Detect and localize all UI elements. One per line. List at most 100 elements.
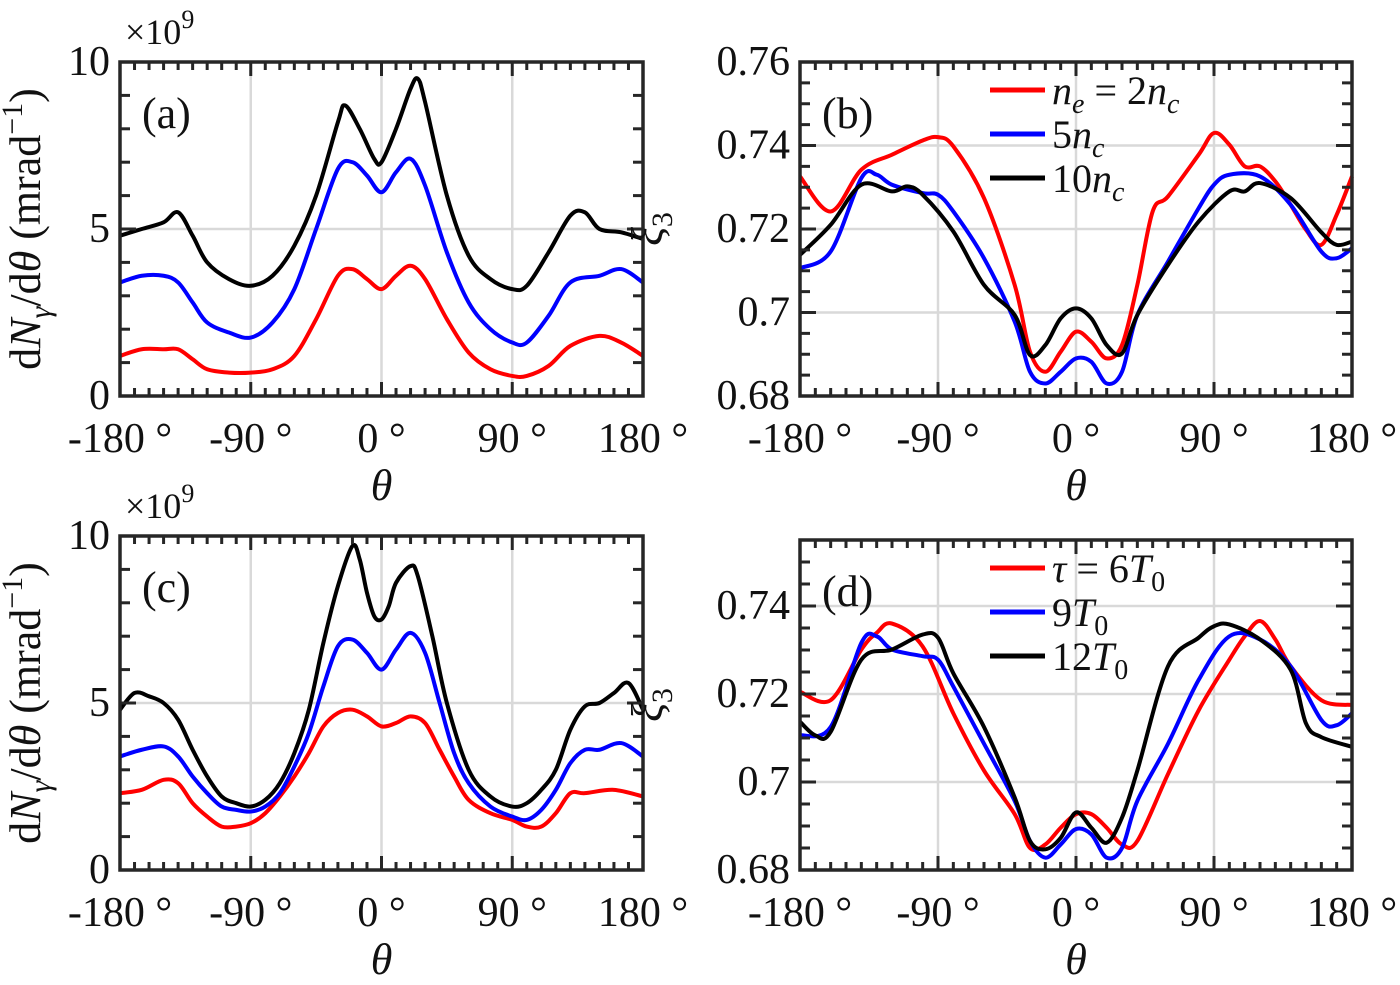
y-tick-label: 0.7 xyxy=(738,290,791,336)
x-tick-label: 90 ° xyxy=(478,416,547,462)
legend-text-part: e xyxy=(1072,89,1084,120)
y-axis-label: dNγ/dθ (mrad−1) xyxy=(0,562,57,844)
series-line-0 xyxy=(119,707,644,830)
axes-frame xyxy=(118,60,645,398)
series-line-0 xyxy=(799,618,1353,853)
legend-text-part: n xyxy=(1147,68,1167,113)
legend-text-part: T xyxy=(1072,590,1097,635)
x-tick-label: -180 ° xyxy=(748,890,852,936)
text-part: N xyxy=(1,316,50,349)
legend-entry: 10nc xyxy=(1052,156,1125,208)
series-line-2 xyxy=(798,621,1353,852)
legend-text-part: 0 xyxy=(1094,611,1108,642)
y-axis-label: ξ3 xyxy=(623,688,679,722)
series-line-1 xyxy=(799,169,1354,386)
legend-text-part: n xyxy=(1092,156,1112,201)
series-line-1 xyxy=(119,156,645,348)
x-tick-label: -90 ° xyxy=(896,890,979,936)
panel-label: (a) xyxy=(142,89,191,138)
panel-c: -180 ° -90 ° 0 ° 90 ° 180 ° 0 5 10 θ (c) ×109 dNγ/d… xyxy=(0,479,688,984)
text-part: 3 xyxy=(646,688,679,703)
legend-text-part: c xyxy=(1092,133,1105,164)
legend-entry: 12T0 xyxy=(1052,634,1128,686)
panel-label: (c) xyxy=(142,563,191,612)
legend-entry: 9T0 xyxy=(1052,590,1108,642)
series-line-1 xyxy=(119,630,645,823)
text-part: ξ xyxy=(623,227,672,246)
legend-text-part: n xyxy=(1052,68,1072,113)
text-part: ) xyxy=(1,562,50,577)
text-part: −1 xyxy=(0,103,29,135)
legend-text-part: 9 xyxy=(1052,590,1072,635)
legend-text-part: 0 xyxy=(1114,655,1128,686)
legend-text-part: T xyxy=(1092,634,1117,679)
text-part: ×10 xyxy=(125,12,181,52)
text-part: ) xyxy=(1,88,50,103)
legend-text-part: c xyxy=(1112,177,1125,208)
series-line-2 xyxy=(119,76,644,293)
x-tick-label: 90 ° xyxy=(1179,890,1248,936)
legend-text-part: n xyxy=(1072,112,1092,157)
legend-text-part: T xyxy=(1129,546,1154,591)
text-part: θ xyxy=(1,725,50,747)
x-tick-label: 180 ° xyxy=(1307,890,1397,936)
legend-entry: 5nc xyxy=(1052,112,1105,164)
x-tick-label: 180 ° xyxy=(1307,416,1397,462)
legend-text-part: 5 xyxy=(1052,112,1072,157)
x-tick-label: 90 ° xyxy=(1179,416,1248,462)
x-tick-label: -90 ° xyxy=(209,416,292,462)
text-part: (mrad xyxy=(1,135,50,251)
legend-text-part: = 6 xyxy=(1066,546,1129,591)
text-part: d xyxy=(1,348,50,370)
series-line-0 xyxy=(798,130,1354,374)
y-tick-label: 5 xyxy=(89,680,110,726)
legend-text-part: c xyxy=(1167,89,1180,120)
y-axis-label: ξ3 xyxy=(623,212,679,246)
y-tick-label: 0.68 xyxy=(717,847,791,893)
y-axis-label: dNγ/dθ (mrad−1) xyxy=(0,88,57,370)
series-line-2 xyxy=(118,542,645,809)
series-line-2 xyxy=(798,181,1353,359)
panel-a: -180 ° -90 ° 0 ° 90 ° 180 °0510θ(a)×109dNγ/d… xyxy=(0,5,688,510)
text-part: ξ xyxy=(623,703,672,722)
y-tick-label: 0 xyxy=(89,847,110,893)
text-part: γ xyxy=(24,305,57,318)
x-tick-label: 180 ° xyxy=(598,416,688,462)
y-tick-label: 0.7 xyxy=(738,759,791,805)
text-part: γ xyxy=(24,779,57,792)
y-tick-label: 0.76 xyxy=(717,39,791,85)
text-part: (mrad xyxy=(1,609,50,725)
text-part: −1 xyxy=(0,577,29,609)
legend-text-part: 12 xyxy=(1052,634,1092,679)
y-tick-label: 0.72 xyxy=(717,206,791,252)
legend-text-part: 0 xyxy=(1151,567,1165,598)
legend-entry: τ = 6T0 xyxy=(1052,546,1165,598)
text-part: ×10 xyxy=(125,486,181,526)
x-tick-label: -180 ° xyxy=(68,890,172,936)
text-part: /d xyxy=(1,746,50,780)
text-part: 9 xyxy=(181,5,194,34)
x-axis-label: θ xyxy=(1065,461,1087,510)
axes-frame xyxy=(118,534,645,872)
y-tick-label: 10 xyxy=(68,513,110,559)
x-axis-label: θ xyxy=(1065,935,1087,984)
panel-label: (d) xyxy=(822,567,873,616)
x-tick-label: 180 ° xyxy=(598,890,688,936)
text-part: θ xyxy=(1,251,50,273)
panel-d: -180 ° -90 ° 0 ° 90 ° 180 ° 0.68 0.7 0.72 0.74 θ (… xyxy=(623,538,1397,984)
text-part: /d xyxy=(1,272,50,306)
x-axis-label: θ xyxy=(371,461,393,510)
axes-frame xyxy=(798,60,1354,398)
x-tick-label: -180 ° xyxy=(748,416,852,462)
x-tick-label: 90 ° xyxy=(478,890,547,936)
y-tick-label: 10 xyxy=(68,39,110,85)
legend-text-part: = 2 xyxy=(1084,68,1147,113)
y-tick-label: 0.74 xyxy=(717,583,791,629)
series-line-0 xyxy=(119,263,645,380)
y-tick-label: 0.68 xyxy=(717,373,791,419)
y-tick-label: 0.74 xyxy=(717,123,791,169)
x-tick-label: 0 ° xyxy=(357,890,405,936)
y-tick-label: 0 xyxy=(89,373,110,419)
